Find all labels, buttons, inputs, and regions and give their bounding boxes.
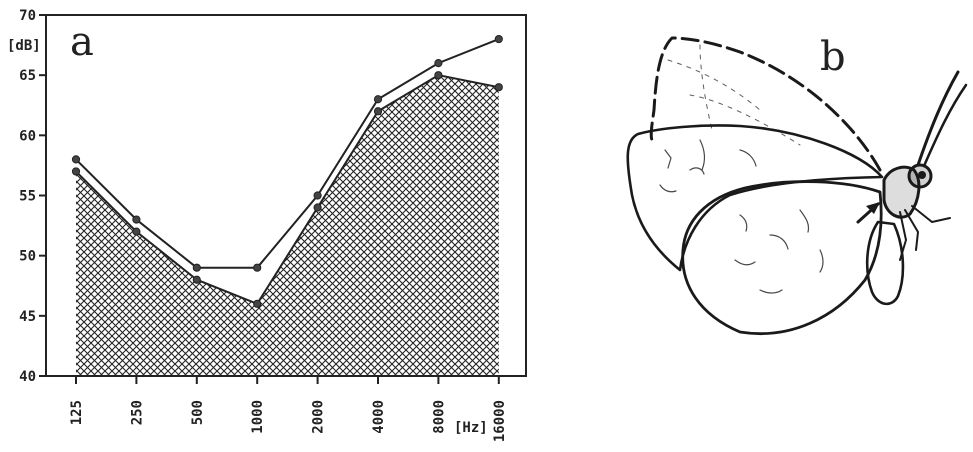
x-tick-label: 500 bbox=[190, 400, 206, 425]
antenna-1 bbox=[916, 70, 960, 167]
x-tick-label: 4000 bbox=[371, 400, 387, 434]
ear-arrow-head bbox=[866, 202, 880, 214]
x-tick-label: 1000 bbox=[250, 400, 266, 434]
lower-forewing-outline bbox=[626, 124, 884, 272]
legs bbox=[899, 205, 951, 261]
x-tick-label: 2000 bbox=[311, 400, 327, 434]
hindwing-markings bbox=[734, 209, 824, 294]
data-point bbox=[253, 299, 262, 308]
series-line-2 bbox=[75, 74, 499, 306]
x-axis-label: [Hz] bbox=[454, 420, 488, 436]
data-point bbox=[71, 155, 81, 164]
x-axis-ticks: 125 250 500 1000 2000 4000 8000 16000 bbox=[69, 376, 508, 442]
y-axis-label: [dB] bbox=[7, 38, 41, 54]
x-tick-label: 16000 bbox=[492, 400, 508, 442]
data-point bbox=[71, 167, 81, 176]
data-point bbox=[373, 95, 383, 104]
hearing-threshold-chart: 40 45 50 55 60 65 70 125 250 500 1000 2000 4000 8000… bbox=[7, 8, 527, 442]
y-axis-ticks: 40 45 50 55 60 65 70 bbox=[19, 8, 46, 385]
antenna-2 bbox=[922, 83, 968, 168]
x-tick-label: 250 bbox=[129, 400, 145, 425]
data-point bbox=[132, 215, 141, 224]
x-tick-label: 8000 bbox=[431, 400, 447, 434]
hindwing-outline bbox=[681, 180, 883, 336]
y-tick-label: 50 bbox=[19, 249, 36, 265]
data-point bbox=[192, 263, 201, 272]
data-point bbox=[434, 71, 443, 80]
butterfly-drawing: b bbox=[626, 34, 968, 336]
x-tick-label: 125 bbox=[69, 400, 85, 425]
eye bbox=[918, 171, 926, 179]
data-point bbox=[494, 83, 503, 92]
y-tick-label: 55 bbox=[19, 189, 36, 205]
y-tick-label: 40 bbox=[19, 369, 36, 385]
series-line-1 bbox=[75, 38, 500, 269]
data-point bbox=[434, 59, 443, 68]
upper-forewing-outline bbox=[649, 36, 882, 172]
y-tick-label: 70 bbox=[19, 8, 36, 24]
series-markers bbox=[71, 34, 503, 308]
data-point bbox=[132, 227, 141, 236]
data-point bbox=[494, 34, 503, 44]
y-tick-label: 65 bbox=[19, 68, 36, 84]
forewing-markings bbox=[659, 139, 757, 193]
data-point bbox=[313, 191, 322, 200]
data-point bbox=[373, 107, 383, 116]
y-tick-label: 45 bbox=[19, 309, 36, 325]
data-point bbox=[313, 203, 322, 212]
data-point bbox=[253, 263, 262, 272]
y-tick-label: 60 bbox=[19, 128, 36, 144]
upper-forewing-veins bbox=[667, 44, 801, 146]
panel-b-label: b bbox=[820, 34, 846, 80]
panel-a-label: a bbox=[70, 19, 94, 65]
data-point bbox=[192, 275, 201, 284]
threshold-area-crosshatch bbox=[76, 75, 499, 377]
series-lines bbox=[75, 38, 500, 306]
